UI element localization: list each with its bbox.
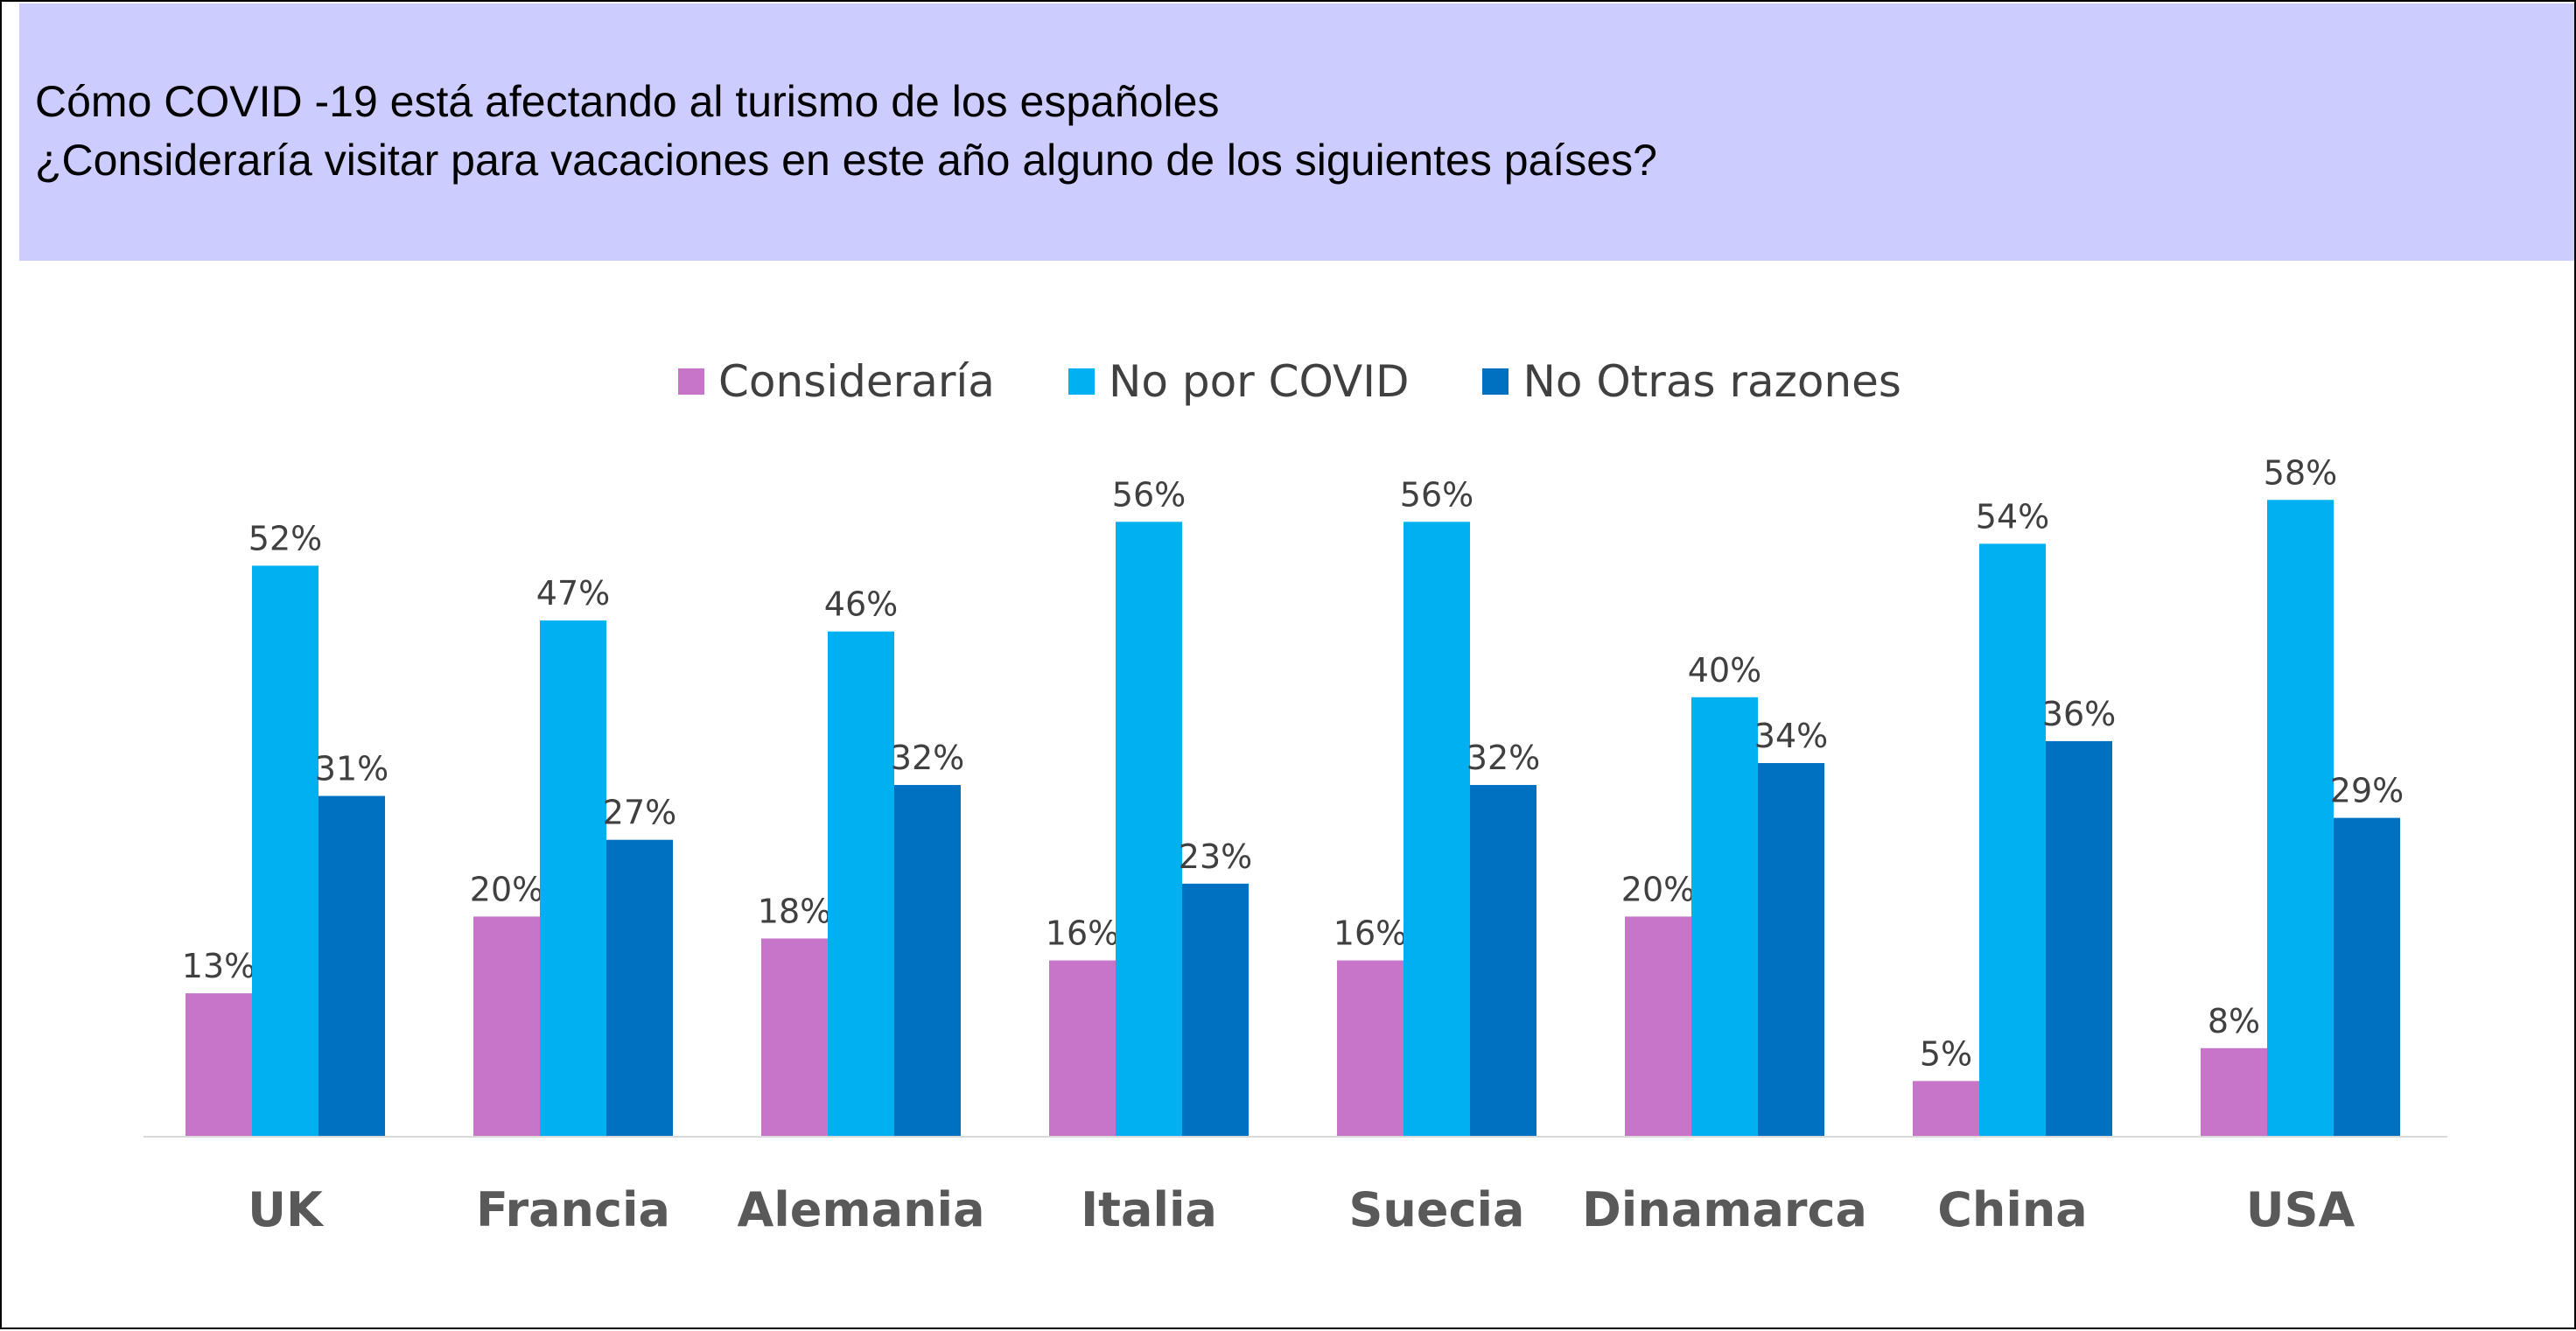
data-label-suecia-series-1: 56%	[1400, 475, 1474, 514]
bar-suecia-series-0	[1337, 960, 1404, 1136]
legend-item-0: Consideraría	[678, 356, 995, 407]
chart-title: Cómo COVID -19 está afectando al turismo…	[35, 77, 1220, 126]
bar-suecia-series-1	[1404, 522, 1470, 1136]
category-label-italia: Italia	[1081, 1182, 1217, 1237]
bar-china-series-2	[2046, 740, 2112, 1136]
data-label-alemania-series-2: 32%	[891, 739, 964, 777]
bar-italia-series-0	[1049, 960, 1116, 1136]
data-label-uk-series-2: 31%	[315, 750, 388, 788]
bar-italia-series-2	[1182, 883, 1249, 1136]
bar-usa-series-1	[2267, 500, 2334, 1136]
data-label-usa-series-1: 58%	[2264, 453, 2337, 492]
bar-francia-series-0	[473, 916, 540, 1136]
bar-uk-series-0	[186, 993, 252, 1136]
data-label-dinamarca-series-2: 34%	[1754, 717, 1828, 755]
data-label-dinamarca-series-0: 20%	[1621, 870, 1695, 908]
data-label-china-series-2: 36%	[2042, 695, 2116, 733]
data-label-usa-series-2: 29%	[2330, 772, 2404, 810]
bar-alemania-series-1	[828, 631, 894, 1136]
category-label-suecia: Suecia	[1349, 1182, 1525, 1237]
data-label-francia-series-0: 20%	[470, 870, 543, 908]
bar-alemania-series-0	[761, 938, 828, 1136]
data-label-uk-series-1: 52%	[248, 519, 322, 557]
bar-alemania-series-2	[894, 785, 961, 1136]
data-label-suecia-series-0: 16%	[1334, 914, 1407, 953]
bar-dinamarca-series-2	[1758, 762, 1824, 1136]
data-label-suecia-series-2: 32%	[1466, 739, 1540, 777]
legend-label-2: No Otras razones	[1522, 356, 1901, 407]
chart-subtitle: ¿Consideraría visitar para vacaciones en…	[35, 136, 1657, 185]
data-label-alemania-series-0: 18%	[758, 892, 831, 930]
bar-china-series-1	[1979, 543, 2046, 1136]
legend-item-2: No Otras razones	[1482, 356, 1901, 407]
category-label-alemania: Alemania	[737, 1182, 984, 1237]
data-label-italia-series-1: 56%	[1112, 475, 1186, 514]
data-label-china-series-1: 54%	[1976, 497, 2049, 536]
bar-suecia-series-2	[1470, 785, 1536, 1136]
data-label-china-series-0: 5%	[1920, 1034, 1972, 1073]
legend: Consideraría No por COVID No Otras razones	[2, 356, 2576, 407]
data-label-francia-series-2: 27%	[603, 794, 676, 832]
bar-italia-series-1	[1116, 522, 1182, 1136]
header-band	[19, 4, 2574, 261]
data-label-italia-series-0: 16%	[1046, 914, 1119, 953]
data-label-francia-series-1: 47%	[536, 574, 610, 613]
legend-item-1: No por COVID	[1068, 356, 1410, 407]
legend-swatch-2	[1482, 368, 1509, 395]
bar-dinamarca-series-0	[1625, 916, 1691, 1136]
legend-label-1: No por COVID	[1108, 356, 1410, 407]
category-label-china: China	[1937, 1182, 2087, 1237]
data-label-dinamarca-series-1: 40%	[1688, 651, 1761, 690]
bar-dinamarca-series-1	[1691, 697, 1758, 1136]
data-label-usa-series-0: 8%	[2208, 1002, 2260, 1040]
legend-label-0: Consideraría	[718, 356, 995, 407]
bar-uk-series-2	[318, 795, 385, 1136]
data-label-italia-series-2: 23%	[1179, 837, 1252, 876]
bar-china-series-0	[1913, 1081, 1979, 1136]
bar-uk-series-1	[252, 565, 318, 1136]
data-label-uk-series-0: 13%	[182, 947, 256, 985]
category-label-francia: Francia	[476, 1182, 670, 1237]
data-label-alemania-series-1: 46%	[824, 585, 898, 624]
bar-usa-series-0	[2201, 1047, 2267, 1136]
category-label-dinamarca: Dinamarca	[1582, 1182, 1867, 1237]
legend-swatch-0	[678, 368, 705, 395]
bar-francia-series-1	[540, 620, 606, 1136]
bar-usa-series-2	[2334, 817, 2400, 1136]
bar-francia-series-2	[606, 839, 673, 1136]
legend-swatch-1	[1068, 368, 1095, 395]
category-label-uk: UK	[248, 1182, 325, 1237]
category-label-usa: USA	[2246, 1182, 2356, 1237]
